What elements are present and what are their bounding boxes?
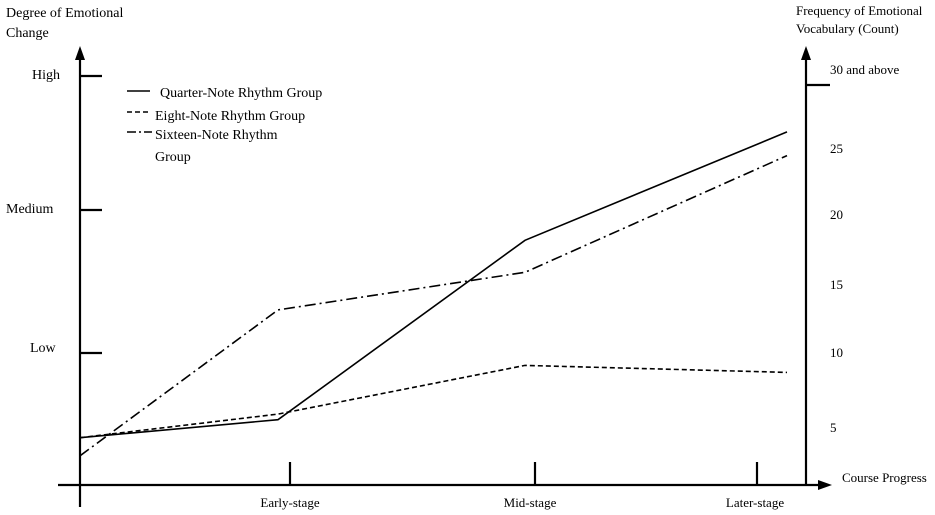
legend: Quarter-Note Rhythm Group Eight-Note Rhy… [127,86,322,165]
x-axis-arrowhead [818,480,832,490]
legend-label-sixteen-note: Sixteen-Note Rhythm Group [155,128,281,165]
right-tick-label: 30 and above [830,62,900,77]
series-layer [79,131,788,457]
legend-label-sixteen-note-line: Sixteen-Note Rhythm [155,128,278,143]
legend-label-sixteen-note-line: Group [155,150,191,165]
right-y-axis-title: Frequency of Emotional Vocabulary (Count… [796,3,926,36]
series-line-dashed [79,364,788,439]
x-tick-label-early: Early-stage [260,495,319,510]
left-tick-label-medium: Medium [6,202,54,217]
legend-label-quarter-note: Quarter-Note Rhythm Group [160,86,322,101]
left-tick-label-low: Low [30,341,57,356]
left-y-axis-title-line: Change [6,26,49,41]
legend-label-eight-note: Eight-Note Rhythm Group [155,109,305,124]
right-y-axis-arrowhead [801,46,811,60]
left-y-axis-arrowhead [75,46,85,60]
right-tick-label: 10 [830,345,843,360]
series-line-dashdot [79,154,788,457]
left-y-axis-title: Degree of Emotional Change [6,6,127,41]
right-y-axis-title-line: Vocabulary (Count) [796,21,899,36]
right-tick-label: 15 [830,277,843,292]
left-tick-label-high: High [32,68,60,83]
right-tick-label: 25 [830,141,843,156]
right-tick-label: 5 [830,420,837,435]
x-axis-title: Course Progress [842,470,927,485]
left-y-axis-title-line: Degree of Emotional [6,6,124,21]
right-tick-label: 20 [830,207,843,222]
series-line-solid [79,131,788,439]
x-tick-label-later: Later-stage [726,495,784,510]
right-y-axis-title-line: Frequency of Emotional [796,3,923,18]
x-tick-label-mid: Mid-stage [504,495,557,510]
